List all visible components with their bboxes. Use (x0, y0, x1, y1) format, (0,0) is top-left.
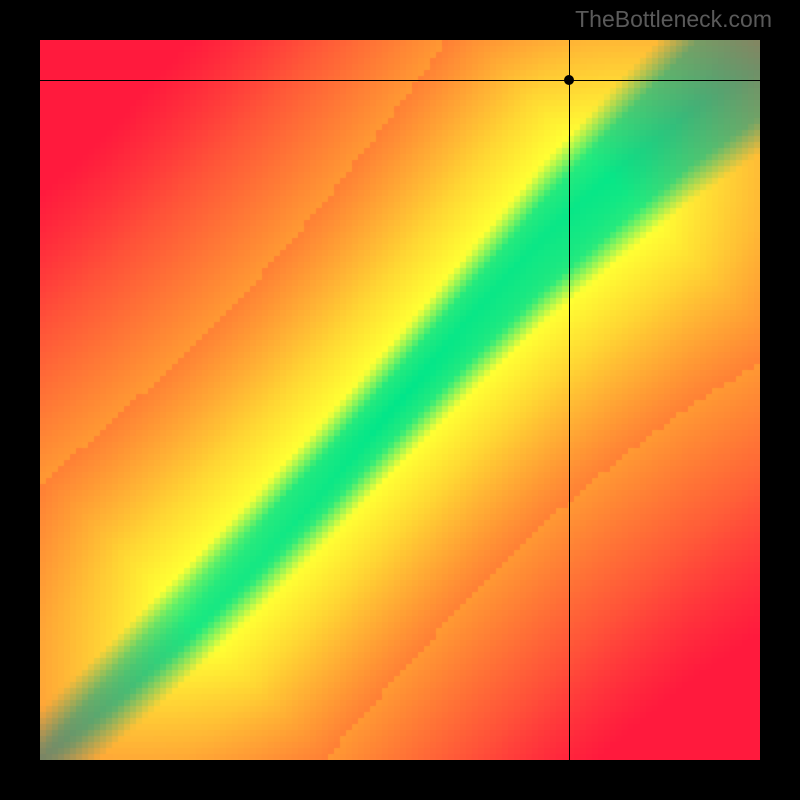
bottleneck-heatmap (40, 40, 760, 760)
marker-point (564, 75, 574, 85)
crosshair-vertical (569, 40, 570, 760)
crosshair-horizontal (40, 80, 760, 81)
watermark-text: TheBottleneck.com (575, 6, 772, 33)
plot-area (40, 40, 760, 760)
